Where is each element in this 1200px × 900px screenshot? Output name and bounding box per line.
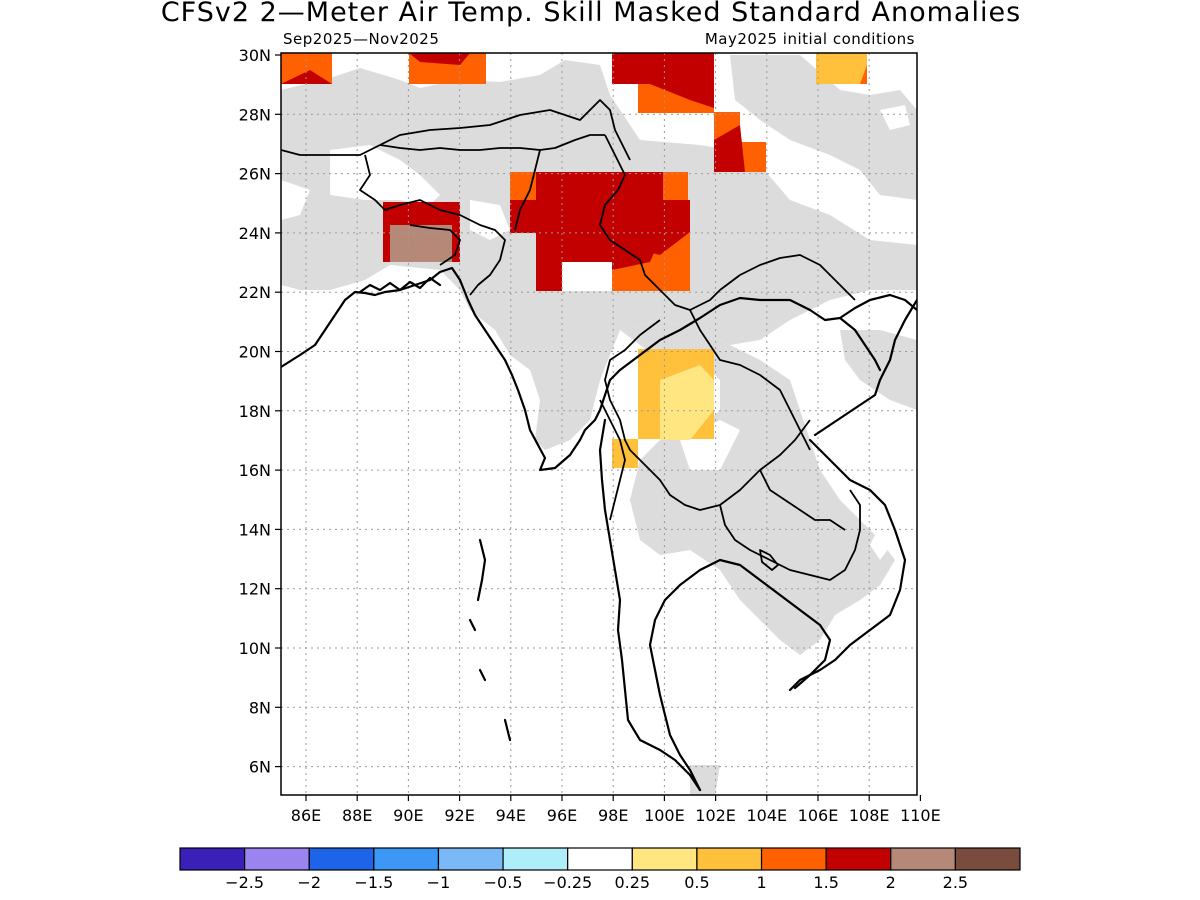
lon-tick-label: 94E — [496, 806, 526, 825]
lat-tick-label: 20N — [239, 343, 271, 362]
longitude-ticks: 86E 88E 90E 92E 94E 96E 98E 100E 102E 104E 106E 108… — [291, 795, 941, 825]
lon-tick-label: 98E — [598, 806, 628, 825]
lat-tick-label: 24N — [239, 224, 271, 243]
lon-tick-label: 110E — [900, 806, 941, 825]
lon-tick-label: 88E — [342, 806, 372, 825]
colorbar-swatch — [890, 847, 956, 871]
lat-tick-label: 14N — [239, 520, 271, 539]
colorbar-swatch — [760, 847, 827, 871]
lon-tick-label: 92E — [444, 806, 474, 825]
colorbar-swatch — [179, 847, 246, 871]
coastlines-and-borders — [281, 99, 917, 792]
colorbar-swatch — [373, 847, 440, 871]
map-title: CFSv2 2—Meter Air Temp. Skill Masked Sta… — [161, 0, 1021, 28]
lon-tick-label: 90E — [393, 806, 423, 825]
lon-tick-label: 86E — [291, 806, 321, 825]
lat-tick-label: 18N — [239, 402, 271, 421]
lon-tick-label: 106E — [798, 806, 839, 825]
colorbar-label: −1 — [427, 873, 451, 892]
lat-tick-label: 28N — [239, 105, 271, 124]
lat-tick-label: 12N — [239, 580, 271, 599]
lat-tick-label: 26N — [239, 165, 271, 184]
colorbar-swatch — [567, 847, 633, 871]
lat-tick-label: 30N — [239, 46, 271, 65]
colorbar-label: 1 — [756, 873, 766, 892]
colorbar — [179, 847, 1021, 871]
colorbar-label: −1.5 — [354, 873, 393, 892]
colorbar-swatch — [631, 847, 698, 871]
map-panel: 30N 28N 26N 24N 22N 20N 18N 16N 14N 12N 10N 8N 6N 86… — [239, 46, 941, 825]
colorbar-label: 2 — [886, 873, 896, 892]
colorbar-label: −2 — [297, 873, 321, 892]
lat-tick-label: 10N — [239, 639, 271, 658]
lat-tick-label: 16N — [239, 461, 271, 480]
colorbar-label: 2.5 — [943, 873, 968, 892]
initial-conditions-label: May2025 initial conditions — [705, 30, 915, 48]
colorbar-swatch — [825, 847, 892, 871]
colorbar-labels: −2.5 −2 −1.5 −1 −0.5 −0.25 0.25 0.5 1 1.5 2 2.5 — [225, 873, 968, 892]
colorbar-swatch — [308, 847, 375, 871]
colorbar-label: 0.5 — [684, 873, 709, 892]
lon-tick-label: 104E — [746, 806, 787, 825]
lon-tick-label: 108E — [849, 806, 890, 825]
lon-tick-label: 102E — [695, 806, 736, 825]
colorbar-swatch — [437, 847, 504, 871]
anomaly-shading — [281, 53, 867, 468]
lat-tick-label: 6N — [249, 758, 271, 777]
latitude-ticks: 30N 28N 26N 24N 22N 20N 18N 16N 14N 12N 10N 8N 6N — [239, 46, 281, 777]
colorbar-label: 0.25 — [614, 873, 650, 892]
colorbar-swatch — [244, 847, 310, 871]
lat-tick-label: 8N — [249, 698, 271, 717]
colorbar-label: −0.25 — [543, 873, 592, 892]
season-label: Sep2025—Nov2025 — [283, 30, 439, 48]
lon-tick-label: 96E — [547, 806, 577, 825]
map-frame — [280, 52, 918, 796]
colorbar-swatch — [696, 847, 763, 871]
colorbar-swatch — [954, 847, 1021, 871]
colorbar-label: −0.5 — [484, 873, 523, 892]
colorbar-swatch — [502, 847, 569, 871]
lon-tick-label: 100E — [644, 806, 685, 825]
lat-tick-label: 22N — [239, 283, 271, 302]
colorbar-label: −2.5 — [225, 873, 264, 892]
colorbar-label: 1.5 — [813, 873, 838, 892]
